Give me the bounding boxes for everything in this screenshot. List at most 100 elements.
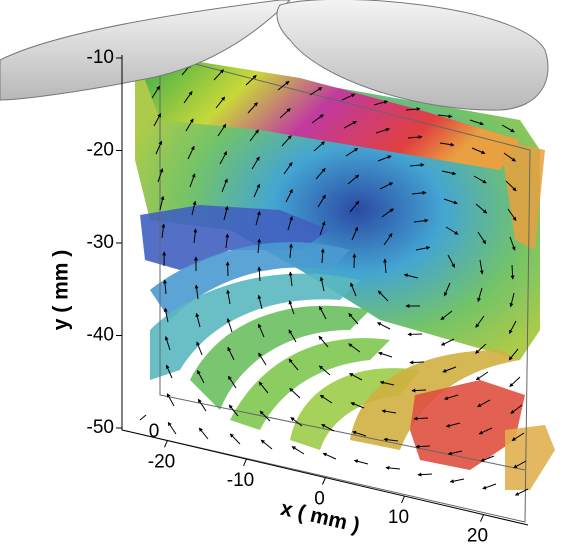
x-tick-label: 10 — [388, 507, 409, 528]
vector — [163, 279, 167, 295]
vector — [163, 307, 169, 323]
vector — [319, 394, 333, 404]
vector — [350, 402, 365, 409]
vector — [247, 102, 258, 114]
y-tick-label: -10 — [87, 47, 114, 68]
x-tick — [480, 514, 484, 522]
vector — [288, 271, 293, 287]
z-tick — [139, 414, 147, 421]
vector — [155, 140, 163, 155]
x-tick-label: 0 — [314, 489, 325, 510]
vector — [381, 208, 394, 218]
vector — [405, 107, 421, 112]
vector — [511, 432, 525, 441]
vector — [381, 409, 397, 414]
vector — [315, 167, 326, 180]
vector — [223, 205, 229, 221]
vector — [257, 266, 262, 282]
vector — [318, 335, 329, 348]
vector — [317, 194, 326, 208]
vector — [157, 168, 164, 183]
vector — [351, 226, 359, 241]
vector — [353, 459, 369, 465]
vector — [309, 87, 323, 96]
vector — [352, 430, 367, 437]
vector — [319, 221, 326, 236]
vector — [347, 174, 360, 185]
vector — [259, 410, 271, 422]
vector — [383, 232, 393, 246]
vector — [289, 387, 301, 399]
y-axis-label: y ( mm ) — [50, 250, 73, 331]
vector — [194, 284, 199, 300]
vector — [480, 455, 495, 462]
vector — [375, 127, 390, 134]
vector — [508, 348, 519, 361]
vector — [257, 323, 265, 338]
z-tick-label: 0 — [149, 421, 160, 442]
vector — [473, 175, 487, 184]
vector — [227, 346, 235, 361]
vector — [322, 452, 337, 460]
vector — [197, 398, 207, 412]
vector — [411, 190, 427, 195]
vector — [288, 358, 299, 371]
vector — [411, 388, 427, 393]
vector — [385, 465, 401, 470]
vector — [288, 300, 295, 315]
vector — [195, 312, 201, 328]
vector — [403, 273, 419, 279]
vector — [413, 416, 429, 421]
vector — [350, 282, 357, 297]
vector — [257, 294, 263, 310]
vector — [319, 276, 325, 292]
body-geometry — [0, 0, 549, 111]
vector — [153, 113, 162, 127]
vector — [510, 264, 515, 280]
vector — [471, 147, 486, 155]
vector — [510, 404, 523, 414]
vector — [221, 178, 228, 193]
vector — [245, 74, 257, 86]
vector — [482, 483, 497, 490]
vector — [311, 114, 324, 124]
x-tick — [322, 477, 326, 485]
vector — [189, 173, 196, 188]
vector — [479, 259, 484, 275]
vector — [225, 233, 230, 249]
vector — [348, 343, 361, 353]
vector — [475, 343, 487, 354]
vector — [409, 162, 425, 167]
vector — [505, 180, 517, 192]
vector — [415, 245, 431, 251]
vector — [443, 282, 451, 297]
vector — [475, 315, 485, 328]
vector — [514, 488, 529, 496]
vector — [376, 322, 391, 330]
vector — [229, 433, 241, 445]
vector — [228, 375, 237, 389]
vector — [507, 208, 517, 222]
vector — [445, 226, 459, 235]
vector — [501, 124, 515, 133]
x-tick-label: -10 — [227, 470, 254, 491]
vector — [320, 248, 325, 264]
vector — [185, 118, 194, 132]
vector — [191, 200, 197, 216]
vector — [373, 100, 389, 106]
vector — [415, 444, 431, 449]
vector — [281, 135, 292, 147]
vector — [383, 437, 399, 442]
vector — [439, 142, 455, 147]
vector — [258, 352, 267, 366]
vector — [219, 151, 227, 165]
vector — [290, 417, 303, 427]
vector — [377, 155, 392, 162]
x-tick-label: -20 — [148, 451, 175, 472]
vector — [283, 162, 293, 175]
vector — [166, 393, 175, 407]
vector — [167, 421, 177, 435]
vector — [258, 381, 269, 394]
vector — [447, 254, 456, 268]
vector — [509, 236, 516, 251]
